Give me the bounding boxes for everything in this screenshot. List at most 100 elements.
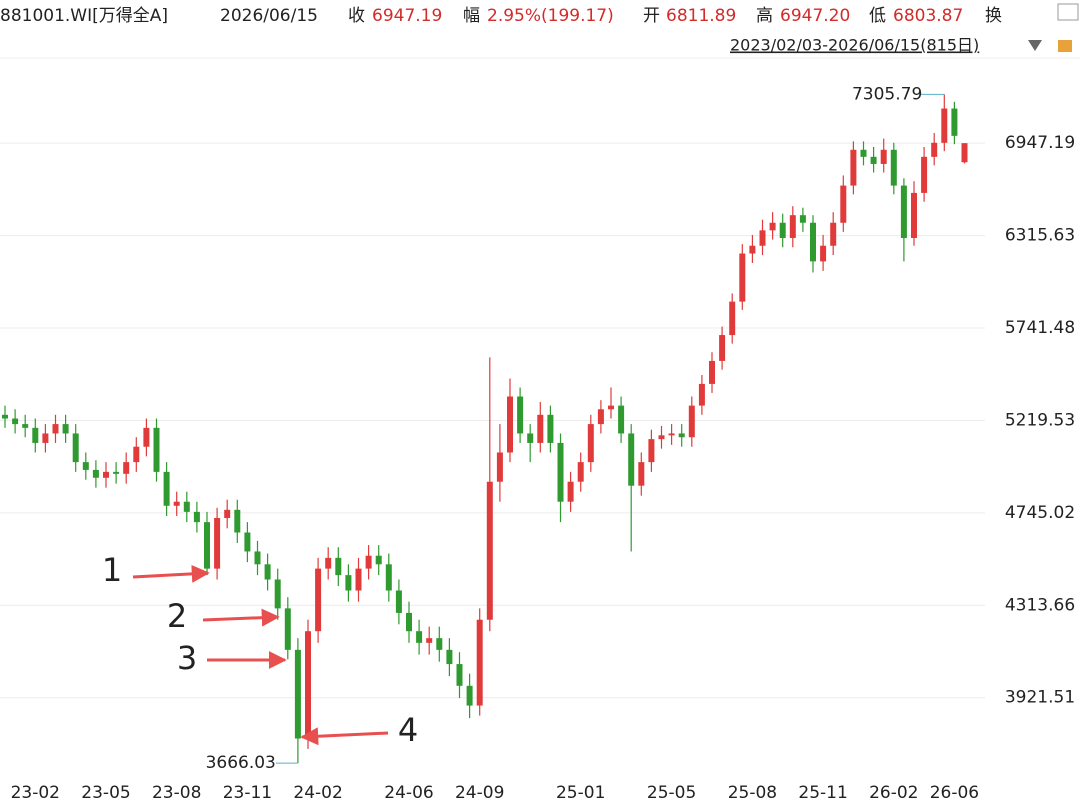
candle-body <box>294 649 301 739</box>
low-label: 低 <box>869 6 886 26</box>
x-tick-label: 24-02 <box>293 783 342 803</box>
candle-body <box>507 396 513 453</box>
candle-body <box>92 469 99 478</box>
candle-body <box>375 555 382 565</box>
candle-body <box>173 501 180 506</box>
candle-body <box>224 509 231 519</box>
header: 881001.WI[万得全A] 2026/06/15 收 6947.19 幅 2… <box>0 3 1079 55</box>
candle-body <box>527 433 534 443</box>
close-value: 6947.19 <box>372 6 442 26</box>
annotation-number: 3 <box>177 639 197 677</box>
candle-body <box>658 435 665 440</box>
candle-body <box>193 511 200 523</box>
candle-body <box>486 481 493 620</box>
candle-body <box>274 579 281 609</box>
x-tick-label: 25-11 <box>798 783 847 803</box>
candle-body <box>638 462 645 486</box>
candle-body <box>900 185 907 239</box>
candle-body <box>911 192 917 239</box>
change-value: 2.95%(199.17) <box>487 6 614 26</box>
candle-body <box>466 685 473 706</box>
candle-body <box>325 557 332 569</box>
candle-body <box>698 383 705 406</box>
candle-body <box>719 335 726 361</box>
change-label: 幅 <box>463 6 480 26</box>
annotation-arrow <box>132 564 210 583</box>
turnover-label: 换 <box>985 6 1002 26</box>
candle-body <box>234 509 241 533</box>
candle-body <box>759 230 766 246</box>
candle-body <box>476 619 483 706</box>
candle-body <box>668 433 675 436</box>
candle-body <box>204 522 210 569</box>
candle-body <box>577 462 584 482</box>
candle-body <box>749 245 756 254</box>
candle-body <box>779 222 786 239</box>
x-tick-label: 23-05 <box>81 783 130 803</box>
candle-body <box>113 471 120 474</box>
candle-body <box>163 471 170 506</box>
annotation-number: 2 <box>167 597 187 635</box>
candle-body <box>12 418 19 425</box>
wp-icon[interactable] <box>1057 3 1079 21</box>
candle-body <box>264 564 271 580</box>
candle-body <box>648 439 655 463</box>
lock-icon[interactable] <box>1058 40 1072 52</box>
candle-body <box>446 649 453 665</box>
x-tick-label: 25-01 <box>556 783 605 803</box>
candle-body <box>608 405 614 410</box>
candle-body <box>315 568 322 632</box>
candle-body <box>951 108 958 136</box>
candle-body <box>618 405 625 434</box>
range-dropdown[interactable] <box>1028 40 1042 51</box>
high-value: 6947.20 <box>780 6 850 26</box>
candle-body <box>547 414 554 443</box>
candle-body <box>830 222 837 246</box>
candle-body <box>850 149 857 186</box>
candle-body <box>709 360 715 384</box>
candle-body <box>456 664 463 686</box>
open-label: 开 <box>643 6 660 26</box>
candle-body <box>365 555 372 569</box>
candle-body <box>103 471 109 478</box>
candle-body <box>860 149 867 157</box>
y-tick-label: 6947.19 <box>1005 133 1075 153</box>
candle-body <box>688 405 695 438</box>
candle-body <box>133 446 140 463</box>
x-tick-label: 24-06 <box>384 783 433 803</box>
date-range[interactable]: 2023/02/03-2026/06/15(815日) <box>730 36 979 55</box>
candle-body <box>2 414 8 419</box>
candle-body <box>284 608 291 650</box>
candle-body <box>406 612 412 632</box>
candle-body <box>345 575 352 591</box>
date: 2026/06/15 <box>220 6 318 26</box>
candle-body <box>921 156 928 193</box>
candle-body <box>183 501 190 512</box>
candle-body <box>355 568 362 591</box>
y-tick-label: 5741.48 <box>1005 318 1075 338</box>
candle-body <box>517 396 524 434</box>
candle-body <box>880 149 887 164</box>
candle-body <box>597 409 604 425</box>
candle-body <box>214 518 221 569</box>
high-label: 高 <box>756 6 773 26</box>
candle-body <box>941 108 948 143</box>
close-label: 收 <box>348 6 365 26</box>
candle-body <box>82 462 89 470</box>
candle-body <box>254 551 261 565</box>
annotation-number: 4 <box>398 711 418 749</box>
candle-body <box>385 564 392 591</box>
candle-body <box>335 557 342 576</box>
candle-body <box>143 427 150 447</box>
candle-body <box>426 638 433 643</box>
candle-body <box>123 462 130 474</box>
annotation-arrow <box>300 727 389 746</box>
candle-body <box>739 253 746 302</box>
low-value: 6803.87 <box>893 6 963 26</box>
candle-body <box>305 631 311 739</box>
y-tick-label: 4745.02 <box>1005 503 1075 523</box>
candle-body <box>557 442 564 502</box>
x-tick-label: 26-02 <box>869 783 918 803</box>
candle-body <box>799 215 806 223</box>
